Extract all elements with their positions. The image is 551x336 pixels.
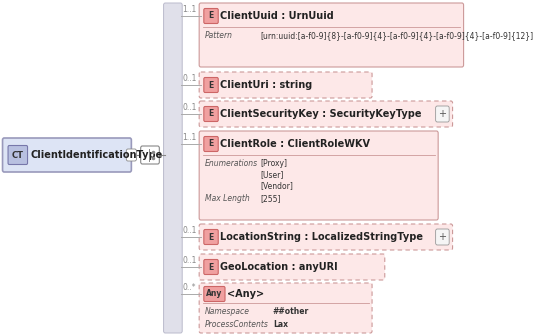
FancyBboxPatch shape (204, 136, 218, 152)
Text: ##other: ##other (273, 307, 309, 316)
Text: +: + (439, 232, 446, 242)
Text: E: E (208, 262, 214, 271)
FancyBboxPatch shape (199, 224, 452, 250)
FancyBboxPatch shape (204, 107, 218, 122)
Text: Max Length: Max Length (205, 194, 250, 203)
FancyBboxPatch shape (141, 146, 159, 164)
Text: [255]: [255] (260, 194, 280, 203)
Text: E: E (208, 233, 214, 242)
Text: Lax: Lax (273, 320, 288, 329)
Text: ClientRole : ClientRoleWKV: ClientRole : ClientRoleWKV (220, 139, 370, 149)
FancyBboxPatch shape (8, 145, 28, 165)
Text: 1..1: 1..1 (182, 5, 197, 14)
Text: LocationString : LocalizedStringType: LocationString : LocalizedStringType (220, 232, 423, 242)
Text: Namespace: Namespace (205, 307, 250, 316)
FancyBboxPatch shape (204, 78, 218, 92)
Text: E: E (208, 81, 214, 89)
Text: ClientUri : string: ClientUri : string (220, 80, 312, 90)
FancyBboxPatch shape (436, 106, 449, 122)
Text: 0..1: 0..1 (182, 226, 197, 235)
FancyBboxPatch shape (204, 259, 218, 275)
FancyBboxPatch shape (199, 131, 438, 220)
Text: Enumerations: Enumerations (205, 159, 258, 168)
Text: E: E (208, 139, 214, 149)
Text: ClientUuid : UrnUuid: ClientUuid : UrnUuid (220, 11, 334, 21)
Text: 1..1: 1..1 (182, 133, 197, 142)
Text: Pattern: Pattern (205, 31, 233, 40)
Text: 0..1: 0..1 (182, 103, 197, 112)
FancyBboxPatch shape (204, 229, 218, 245)
Text: [Vendor]: [Vendor] (260, 181, 293, 190)
FancyBboxPatch shape (126, 149, 137, 161)
FancyBboxPatch shape (199, 254, 385, 280)
Text: <Any>: <Any> (227, 289, 264, 299)
Text: ClientIdentificationType: ClientIdentificationType (30, 150, 163, 160)
Text: ClientSecurityKey : SecurityKeyType: ClientSecurityKey : SecurityKeyType (220, 109, 422, 119)
FancyBboxPatch shape (199, 72, 372, 98)
FancyBboxPatch shape (164, 3, 182, 333)
Text: 0..1: 0..1 (182, 74, 197, 83)
FancyBboxPatch shape (199, 3, 463, 67)
Text: E: E (208, 110, 214, 119)
Text: 0..1: 0..1 (182, 256, 197, 265)
Text: [urn:uuid:[a-f0-9]{8}-[a-f0-9]{4}-[a-f0-9]{4}-[a-f0-9]{4}-[a-f0-9]{12}]: [urn:uuid:[a-f0-9]{8}-[a-f0-9]{4}-[a-f0-… (260, 31, 533, 40)
Text: [User]: [User] (260, 170, 284, 179)
Text: ProcessContents: ProcessContents (205, 320, 269, 329)
FancyBboxPatch shape (199, 283, 372, 333)
Text: [Proxy]: [Proxy] (260, 159, 287, 168)
FancyBboxPatch shape (3, 138, 131, 172)
FancyBboxPatch shape (199, 101, 452, 127)
Text: GeoLocation : anyURI: GeoLocation : anyURI (220, 262, 338, 272)
Text: CT: CT (12, 151, 24, 160)
Text: +: + (439, 109, 446, 119)
FancyBboxPatch shape (204, 287, 225, 301)
Text: Any: Any (206, 290, 223, 298)
FancyBboxPatch shape (204, 8, 218, 24)
FancyBboxPatch shape (436, 229, 449, 245)
Text: E: E (208, 11, 214, 20)
Text: 0..*: 0..* (182, 283, 196, 292)
